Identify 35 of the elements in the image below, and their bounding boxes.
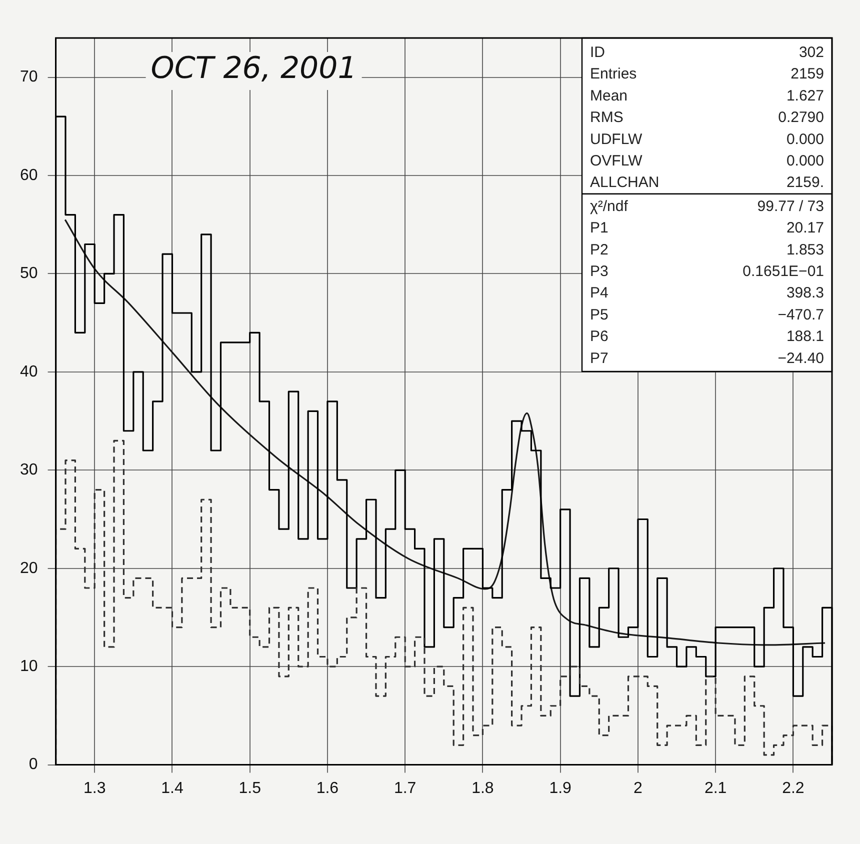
- text: P6 188.1: [590, 328, 824, 346]
- text: Mean 1.627: [590, 87, 824, 104]
- x-tick-label: 2: [633, 780, 642, 797]
- x-tick-label: 1.6: [316, 780, 339, 797]
- x-tick-label: 1.7: [394, 780, 416, 797]
- x-tick-label: 1.9: [549, 780, 572, 797]
- x-tick-label: 1.8: [472, 780, 494, 797]
- text: P3 0.1651E−01: [590, 262, 824, 280]
- text: P7 −24.40: [590, 350, 824, 367]
- y-tick-label: 30: [20, 462, 38, 479]
- text: χ²/ndf 99.77 / 73: [590, 198, 824, 215]
- text: ID 302: [590, 44, 824, 61]
- x-tick-label: 1.3: [83, 780, 106, 797]
- x-tick-label: 1.5: [238, 780, 262, 797]
- text: P1 20.17: [590, 220, 824, 237]
- text: Entries 2159: [590, 66, 824, 83]
- text: P5 −470.7: [590, 306, 824, 324]
- text: ALLCHAN 2159.: [590, 174, 824, 192]
- line-series: [64, 218, 826, 646]
- y-tick-label: 40: [20, 363, 38, 380]
- y-tick-label: 10: [20, 658, 38, 675]
- annotation: OCT 26, 2001: [150, 50, 357, 86]
- text: P4 398.3: [590, 284, 824, 302]
- text: UDFLW 0.000: [590, 130, 824, 148]
- y-tick-label: 20: [20, 560, 38, 577]
- x-tick-label: 2.2: [782, 780, 804, 797]
- y-tick-label: 60: [20, 166, 38, 184]
- x-tick-label: 1.4: [161, 780, 184, 797]
- x-tick-label: 2.1: [704, 780, 727, 797]
- text: P2 1.853: [590, 241, 824, 258]
- y-tick-label: 0: [28, 756, 38, 774]
- text: RMS 0.2790: [590, 109, 824, 126]
- y-tick-label: 70: [20, 68, 38, 86]
- y-tick-label: 50: [20, 265, 38, 282]
- text: OVFLW 0.000: [590, 152, 824, 170]
